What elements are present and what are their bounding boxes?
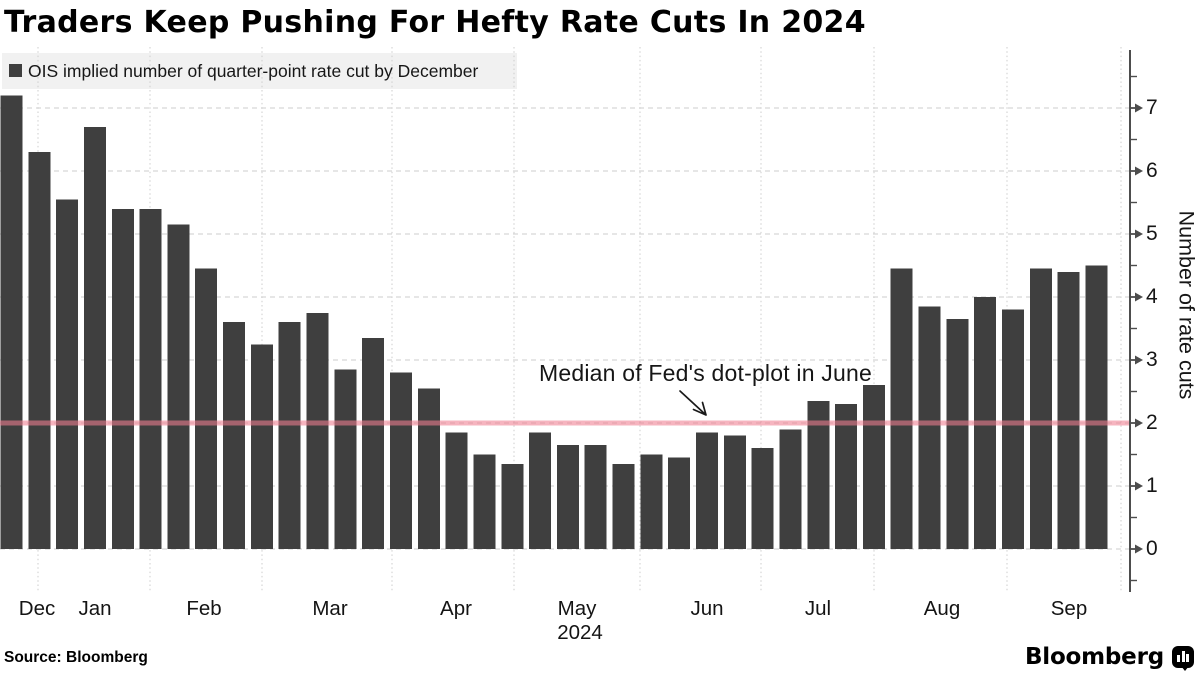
bar: [779, 429, 802, 549]
bar: [1029, 268, 1052, 549]
bar: [390, 372, 412, 549]
bar: [0, 95, 23, 550]
bar: [334, 369, 357, 549]
legend-background: [2, 53, 517, 89]
y-tick-arrow-icon: [1135, 166, 1143, 176]
y-tick-label: 4: [1146, 285, 1158, 308]
median-reference-line: [0, 420, 1129, 426]
bar: [807, 400, 830, 549]
x-month-label: Jan: [78, 597, 112, 620]
bar: [167, 224, 190, 549]
bar: [28, 152, 51, 549]
bar: [946, 319, 969, 549]
bar: [195, 268, 218, 549]
y-tick-arrow-icon: [1135, 481, 1143, 491]
bar: [862, 385, 885, 549]
y-tick-label: 5: [1146, 222, 1158, 245]
y-tick-label: 1: [1146, 474, 1158, 497]
bar: [111, 208, 134, 550]
legend-label: OIS implied number of quarter-point rate…: [28, 61, 479, 81]
bar: [306, 312, 329, 550]
y-tick-arrow-icon: [1135, 355, 1143, 365]
bar: [835, 404, 858, 549]
bar: [56, 199, 79, 549]
x-month-label: Jun: [690, 597, 724, 620]
bar: [1002, 309, 1024, 549]
x-axis-year-label: 2024: [557, 621, 603, 644]
bar: [1085, 265, 1108, 549]
bar: [501, 463, 524, 549]
bar: [556, 445, 579, 549]
y-tick-arrow-icon: [1135, 292, 1143, 302]
chart-title: Traders Keep Pushing For Hefty Rate Cuts…: [4, 5, 866, 40]
y-tick-arrow-icon: [1135, 418, 1143, 428]
y-tick-arrow-icon: [1135, 544, 1143, 554]
bar: [84, 126, 106, 550]
bloomberg-brand: Bloomberg: [1024, 644, 1194, 671]
bar: [640, 454, 663, 549]
bar: [529, 432, 552, 549]
x-month-label: Apr: [440, 597, 472, 620]
x-month-label: Aug: [923, 597, 961, 620]
y-axis-title: Number of rate cuts: [1174, 210, 1199, 400]
bar: [278, 322, 301, 549]
x-month-label: May: [557, 597, 597, 620]
y-tick-arrow-icon: [1135, 103, 1143, 113]
x-month-label: Feb: [186, 597, 222, 620]
bar: [723, 435, 746, 549]
bar: [696, 432, 718, 549]
bar: [612, 463, 635, 549]
annotation-arrow: [679, 390, 707, 416]
bar: [139, 208, 162, 550]
bar: [417, 388, 440, 549]
bar: [584, 445, 607, 549]
x-month-label: Dec: [18, 597, 56, 620]
y-tick-arrow-icon: [1135, 229, 1143, 239]
bar: [918, 306, 941, 549]
bar: [250, 344, 273, 550]
source-label: Source: Bloomberg: [4, 649, 148, 666]
y-tick-label: 2: [1146, 411, 1158, 434]
bar: [473, 454, 496, 549]
bar: [223, 322, 246, 549]
x-month-label: Mar: [312, 597, 348, 620]
bar: [668, 457, 691, 549]
bar: [445, 432, 468, 549]
bar: [1057, 271, 1080, 549]
x-month-label: Jul: [804, 597, 832, 620]
bloomberg-wordmark: Bloomberg: [1024, 644, 1164, 670]
annotation-label: Median of Fed's dot-plot in June: [539, 360, 872, 386]
legend-swatch-icon: [9, 64, 22, 77]
y-tick-label: 7: [1146, 96, 1158, 119]
y-tick-label: 0: [1146, 537, 1158, 560]
bloomberg-chart-logo-icon: [1172, 646, 1194, 671]
x-month-label: Sep: [1050, 597, 1088, 620]
y-tick-label: 3: [1146, 348, 1158, 371]
bar: [362, 337, 385, 549]
bar: [890, 268, 913, 549]
bar: [751, 448, 774, 549]
y-tick-label: 6: [1146, 159, 1158, 182]
